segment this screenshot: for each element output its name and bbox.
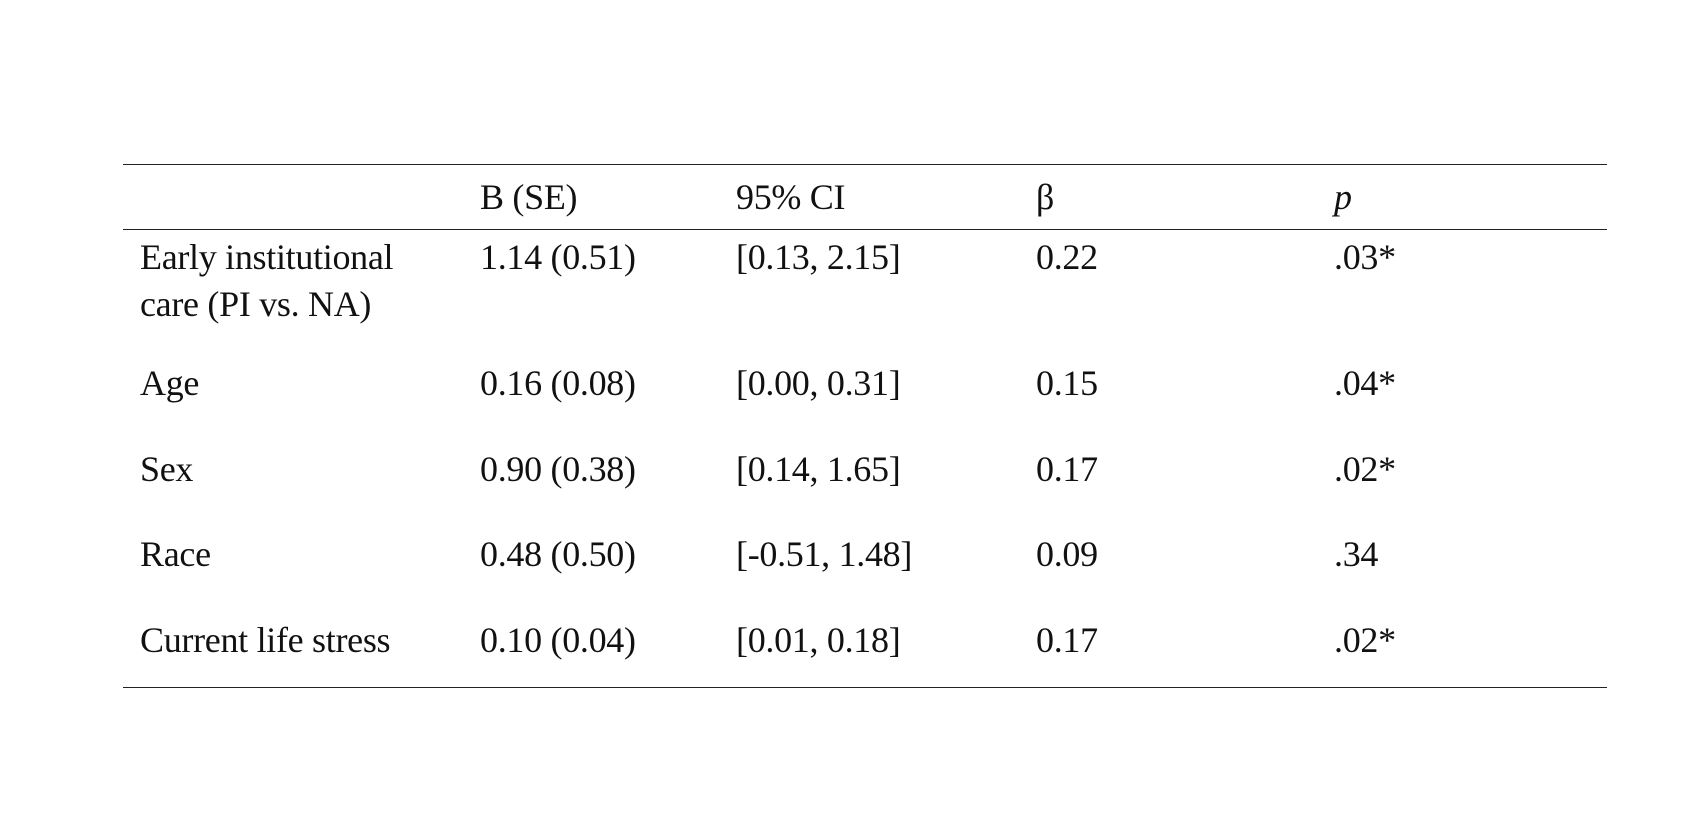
header-p: p [1334,177,1352,217]
table-row: Current life stress 0.10 (0.04) [0.01, 0… [123,613,1607,687]
table-row: Early institutional care (PI vs. NA) 1.1… [123,230,1607,356]
ci-cell: [0.01, 0.18] [736,620,901,660]
beta-cell: 0.17 [1036,449,1098,489]
predictor-cell: Early institutional care (PI vs. NA) [123,234,480,328]
ci-cell: [0.13, 2.15] [736,237,901,277]
predictor-label: Current life stress [140,620,391,660]
b-se-cell: 0.48 (0.50) [480,534,636,574]
predictor-label: Sex [140,449,194,489]
predictor-label: Early institutional [140,237,394,277]
b-se-cell: 0.10 (0.04) [480,620,636,660]
p-cell: .03* [1334,237,1396,277]
beta-cell: 0.09 [1036,534,1098,574]
header-b-se: B (SE) [480,177,578,217]
regression-table: B (SE) 95% CI β p Early institutional ca… [123,164,1607,688]
table-header-row: B (SE) 95% CI β p [123,165,1607,230]
predictor-label: Age [140,363,200,403]
beta-cell: 0.15 [1036,363,1098,403]
predictor-label: Race [140,534,211,574]
table-row: Sex 0.90 (0.38) [0.14, 1.65] 0.17 .02* [123,442,1607,527]
b-se-cell: 1.14 (0.51) [480,237,636,277]
p-cell: .02* [1334,449,1396,489]
ci-cell: [0.00, 0.31] [736,363,901,403]
header-beta: β [1036,177,1055,217]
ci-cell: [-0.51, 1.48] [736,534,913,574]
b-se-cell: 0.16 (0.08) [480,363,636,403]
predictor-label-line2: care (PI vs. NA) [140,284,372,324]
ci-cell: [0.14, 1.65] [736,449,901,489]
p-cell: .04* [1334,363,1396,403]
table-row: Race 0.48 (0.50) [-0.51, 1.48] 0.09 .34 [123,527,1607,613]
header-ci: 95% CI [736,177,846,217]
table-row: Age 0.16 (0.08) [0.00, 0.31] 0.15 .04* [123,356,1607,442]
beta-cell: 0.22 [1036,237,1098,277]
beta-cell: 0.17 [1036,620,1098,660]
p-cell: .34 [1334,534,1379,574]
b-se-cell: 0.90 (0.38) [480,449,636,489]
p-cell: .02* [1334,620,1396,660]
